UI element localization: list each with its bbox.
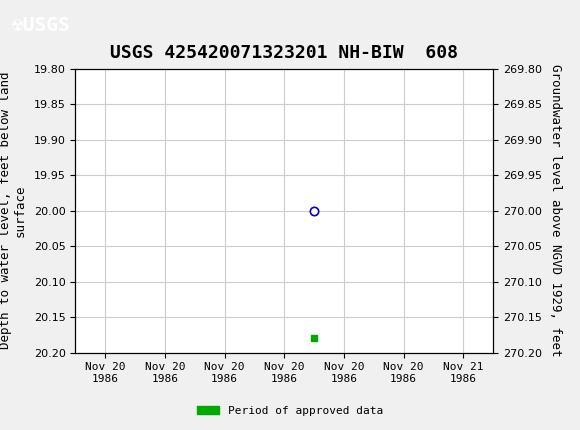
Title: USGS 425420071323201 NH-BIW  608: USGS 425420071323201 NH-BIW 608: [110, 44, 458, 61]
Text: ☢USGS: ☢USGS: [12, 16, 70, 35]
Y-axis label: Depth to water level, feet below land
surface: Depth to water level, feet below land su…: [0, 72, 27, 350]
Y-axis label: Groundwater level above NGVD 1929, feet: Groundwater level above NGVD 1929, feet: [549, 64, 561, 357]
Legend: Period of approved data: Period of approved data: [193, 401, 387, 420]
